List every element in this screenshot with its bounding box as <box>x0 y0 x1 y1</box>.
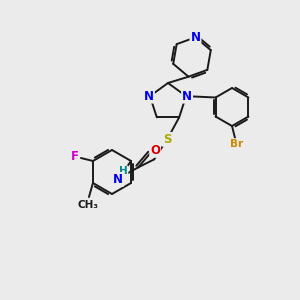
Text: N: N <box>113 173 123 186</box>
Text: Br: Br <box>230 139 244 149</box>
Text: CH₃: CH₃ <box>77 200 98 210</box>
Text: S: S <box>163 133 171 146</box>
Text: N: N <box>182 90 192 103</box>
Text: H: H <box>119 167 128 176</box>
Text: N: N <box>190 31 200 44</box>
Text: N: N <box>144 90 154 103</box>
Text: F: F <box>71 151 79 164</box>
Text: O: O <box>150 144 160 157</box>
